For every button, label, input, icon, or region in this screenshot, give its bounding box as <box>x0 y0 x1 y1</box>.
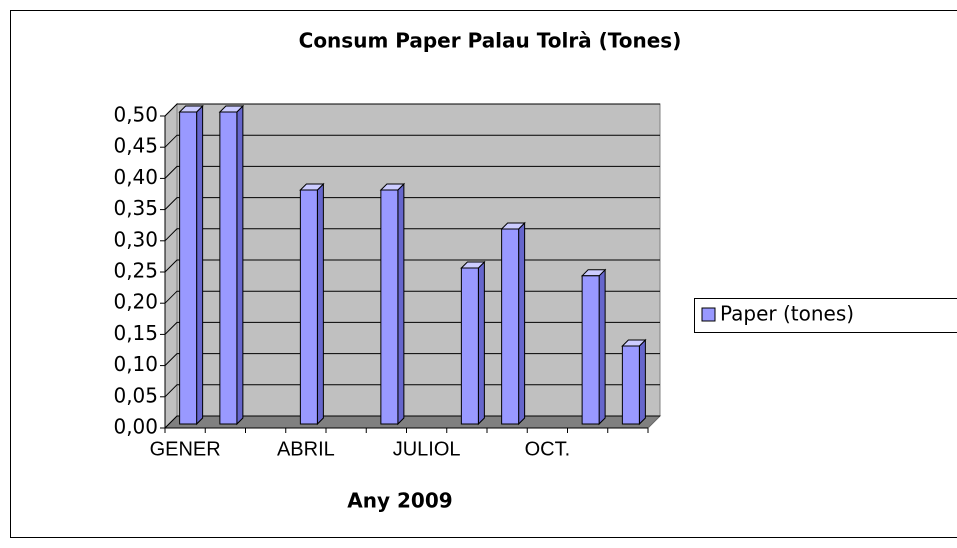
chart-title: Consum Paper Palau Tolrà (Tones) <box>299 29 682 53</box>
y-tick-label: 0,35 <box>113 196 158 220</box>
y-tick-label: 0,50 <box>113 103 158 127</box>
legend-box <box>694 298 957 333</box>
y-tick-label: 0,40 <box>113 165 158 189</box>
bar <box>621 338 647 426</box>
grid-line <box>164 321 660 335</box>
grid-line <box>164 134 660 148</box>
y-tick-label: 0,25 <box>113 259 158 283</box>
bar-side <box>236 104 244 426</box>
bar-side <box>638 338 646 426</box>
bar-front <box>380 189 399 425</box>
bar-front <box>179 111 198 425</box>
bar <box>580 268 607 426</box>
x-tick-label: OCT. <box>525 438 571 460</box>
y-tick-label: 0,45 <box>113 134 158 158</box>
grid-line <box>164 290 660 304</box>
grid-line <box>164 353 660 366</box>
bar <box>379 182 406 426</box>
bar-front <box>299 189 318 425</box>
bar-side <box>196 104 204 426</box>
y-tick-label: 0,10 <box>113 352 158 376</box>
x-tick-label: GENER <box>150 438 221 460</box>
y-tick-label: 0,30 <box>113 227 158 251</box>
y-tick-label: 0,20 <box>113 290 158 314</box>
legend-label: Paper (tones) <box>720 302 854 326</box>
grid-line <box>164 415 660 429</box>
bar-side <box>397 182 405 426</box>
grid-line <box>164 259 660 273</box>
bar-side <box>518 221 526 426</box>
bar-front <box>460 267 479 425</box>
bar-side <box>316 182 324 426</box>
grid-line <box>164 165 660 179</box>
x-tick-label: ABRIL <box>277 438 335 460</box>
bar <box>299 182 325 426</box>
bar <box>460 260 486 426</box>
bar-side <box>598 268 606 426</box>
bar-front <box>581 275 600 425</box>
grid-line <box>164 384 660 398</box>
bar-front <box>219 111 238 425</box>
x-tick-label: JULIOL <box>393 438 461 460</box>
grid-line <box>164 197 660 210</box>
bar <box>178 104 204 426</box>
grid-line <box>164 103 660 117</box>
y-tick-label: 0,15 <box>113 321 158 345</box>
bar-front <box>501 228 520 425</box>
x-axis-title: Any 2009 <box>347 489 452 513</box>
bar-side <box>477 260 485 426</box>
grid-line <box>164 228 660 242</box>
legend-swatch <box>701 307 716 322</box>
bar-front <box>621 345 640 425</box>
bar <box>218 104 245 426</box>
y-tick-label: 0,05 <box>113 383 158 407</box>
y-tick-label: 0,00 <box>113 415 158 439</box>
bar <box>500 221 526 426</box>
